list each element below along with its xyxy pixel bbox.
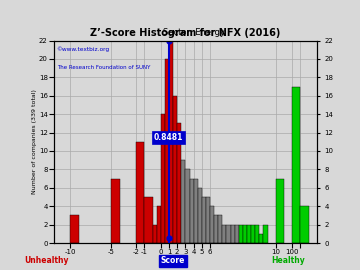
Bar xyxy=(292,86,300,243)
Text: Unhealthy: Unhealthy xyxy=(24,256,69,265)
Bar xyxy=(247,225,251,243)
Bar xyxy=(243,225,247,243)
Text: Sector: Energy: Sector: Energy xyxy=(163,28,225,37)
Bar xyxy=(259,234,264,243)
Bar xyxy=(198,188,202,243)
Bar xyxy=(112,178,120,243)
Bar xyxy=(136,142,144,243)
Bar xyxy=(210,206,214,243)
Bar xyxy=(177,123,181,243)
Text: ©www.textbiz.org: ©www.textbiz.org xyxy=(57,46,110,52)
Bar xyxy=(165,59,169,243)
Bar xyxy=(169,40,173,243)
Bar xyxy=(222,225,226,243)
Bar xyxy=(153,225,157,243)
Bar xyxy=(251,225,255,243)
Bar xyxy=(226,225,230,243)
Bar xyxy=(181,160,185,243)
Bar xyxy=(185,169,189,243)
Bar xyxy=(173,96,177,243)
Bar xyxy=(230,225,235,243)
Bar xyxy=(206,197,210,243)
Bar xyxy=(276,178,284,243)
Bar xyxy=(218,215,222,243)
Bar xyxy=(235,225,239,243)
Y-axis label: Number of companies (339 total): Number of companies (339 total) xyxy=(32,89,37,194)
Text: Score: Score xyxy=(161,256,185,265)
Text: Healthy: Healthy xyxy=(271,256,305,265)
Bar xyxy=(71,215,78,243)
Bar xyxy=(202,197,206,243)
Bar xyxy=(144,197,153,243)
Bar xyxy=(194,178,198,243)
Bar xyxy=(189,178,194,243)
Bar xyxy=(157,206,161,243)
Bar xyxy=(264,225,267,243)
Text: 0.8481: 0.8481 xyxy=(153,133,183,142)
Title: Z’-Score Histogram for NFX (2016): Z’-Score Histogram for NFX (2016) xyxy=(90,28,280,38)
Bar xyxy=(255,225,259,243)
Bar xyxy=(300,206,309,243)
Text: The Research Foundation of SUNY: The Research Foundation of SUNY xyxy=(57,65,150,70)
Bar xyxy=(214,215,218,243)
Bar xyxy=(239,225,243,243)
Bar xyxy=(161,114,165,243)
